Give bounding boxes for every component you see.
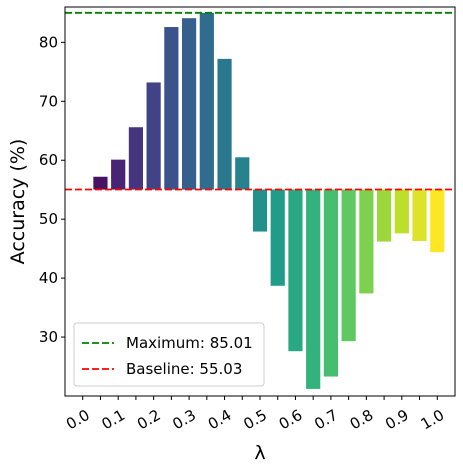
reference-lines bbox=[65, 11, 455, 191]
x-tick-label: 0.7 bbox=[311, 406, 341, 434]
bars-group bbox=[75, 12, 445, 389]
bar bbox=[128, 127, 143, 190]
y-tick-label: 70 bbox=[39, 92, 58, 110]
legend-entry-label: Maximum: 85.01 bbox=[126, 334, 253, 352]
x-tick-label: 0.3 bbox=[169, 406, 199, 434]
x-tick-label: 0.2 bbox=[134, 406, 164, 434]
legend-entry-label: Baseline: 55.03 bbox=[126, 360, 242, 378]
bar bbox=[111, 159, 126, 190]
x-tick-label: 0.9 bbox=[382, 406, 412, 434]
x-tick-label: 0.5 bbox=[240, 406, 270, 434]
bar bbox=[323, 189, 338, 377]
bar bbox=[359, 189, 374, 294]
y-tick-label: 50 bbox=[39, 210, 58, 228]
bar bbox=[235, 157, 250, 190]
bar bbox=[199, 12, 214, 190]
bar bbox=[341, 189, 356, 342]
bar bbox=[146, 82, 161, 190]
bar bbox=[288, 189, 303, 352]
y-axis: 30 40 50 60 70 80 bbox=[39, 33, 65, 346]
bar bbox=[412, 189, 427, 241]
x-axis: 0.0 0.1 0.2 0.3 0.4 0.5 0.6 0.7 0.8 0.9 1.0 bbox=[63, 396, 447, 433]
legend-box bbox=[73, 322, 265, 387]
bar bbox=[270, 189, 285, 286]
legend: Maximum: 85.01 Baseline: 55.03 bbox=[73, 322, 265, 387]
y-tick-label: 30 bbox=[39, 328, 58, 346]
bar bbox=[394, 189, 409, 234]
x-tick-label: 0.1 bbox=[99, 406, 129, 434]
y-tick-label: 40 bbox=[39, 269, 58, 287]
x-tick-label: 0.4 bbox=[205, 406, 235, 434]
bar bbox=[93, 176, 108, 190]
bar bbox=[377, 189, 392, 242]
bar bbox=[182, 18, 197, 190]
x-tick-label: 0.8 bbox=[347, 406, 377, 434]
y-tick-label: 80 bbox=[39, 33, 58, 51]
bar bbox=[217, 58, 232, 190]
bar bbox=[164, 27, 179, 190]
bar bbox=[306, 189, 321, 389]
x-tick-label: 1.0 bbox=[418, 406, 448, 434]
x-tick-label: 0.6 bbox=[276, 406, 306, 434]
x-tick-label: 0.0 bbox=[63, 406, 93, 434]
bar bbox=[430, 189, 445, 253]
y-axis-label: Accuracy (%) bbox=[7, 139, 29, 265]
y-tick-label: 60 bbox=[39, 151, 58, 169]
x-axis-label: λ bbox=[254, 442, 265, 464]
bar bbox=[252, 189, 268, 232]
